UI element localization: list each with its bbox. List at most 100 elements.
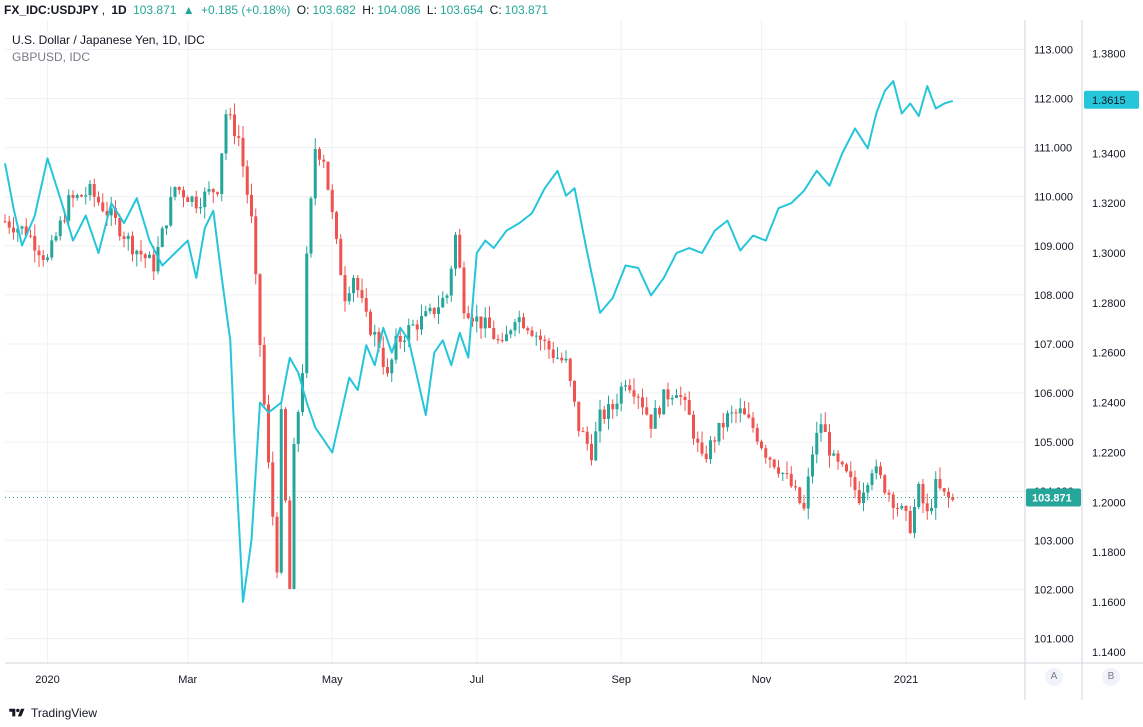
candle-body bbox=[46, 257, 49, 260]
candle-body bbox=[658, 407, 661, 415]
candle-body bbox=[951, 497, 955, 500]
open-label: O: bbox=[296, 3, 310, 17]
usdjpy-axis-tick-label: 101.000 bbox=[1034, 633, 1074, 645]
candle-body bbox=[492, 328, 496, 340]
candle-body bbox=[313, 149, 317, 199]
candle-body bbox=[173, 186, 177, 197]
candle-body bbox=[475, 316, 479, 322]
candle-body bbox=[241, 137, 245, 167]
candle-body bbox=[41, 255, 45, 260]
candle-body bbox=[505, 334, 508, 342]
interval[interactable]: 1D bbox=[111, 3, 127, 17]
candle-body bbox=[330, 189, 334, 213]
candle-body bbox=[169, 196, 173, 226]
gbpusd-axis-tick-label: 1.1400 bbox=[1092, 647, 1126, 659]
candle-body bbox=[211, 189, 215, 193]
candle-body bbox=[564, 358, 568, 361]
candle-body bbox=[275, 516, 279, 573]
candle-body bbox=[445, 295, 449, 298]
candle-body bbox=[199, 207, 202, 209]
candle-body bbox=[726, 413, 729, 428]
candle-body bbox=[581, 431, 585, 433]
x-axis-tick-label: 2021 bbox=[894, 674, 918, 686]
candle-body bbox=[764, 448, 768, 458]
candle-body bbox=[675, 395, 678, 398]
candle-body bbox=[781, 473, 785, 475]
candle-body bbox=[539, 335, 542, 340]
candle-body bbox=[364, 298, 368, 312]
candle-body bbox=[717, 422, 721, 442]
candle-body bbox=[734, 412, 738, 414]
candle-body bbox=[607, 404, 610, 419]
candle-body bbox=[220, 153, 224, 195]
gbpusd-axis-tick-label: 1.3800 bbox=[1092, 49, 1126, 61]
candle-body bbox=[785, 473, 789, 475]
usdjpy-last-price-tag bbox=[1026, 488, 1081, 507]
candle-body bbox=[585, 431, 589, 444]
candle-body bbox=[700, 442, 704, 454]
candle-body bbox=[632, 390, 636, 397]
candle-body bbox=[352, 277, 355, 294]
candle-body bbox=[925, 503, 929, 512]
candle-body bbox=[109, 208, 113, 216]
up-arrow-icon: ▲ bbox=[182, 3, 195, 17]
candle-body bbox=[471, 318, 474, 322]
usdjpy-axis-tick-label: 109.000 bbox=[1034, 241, 1074, 253]
candle-body bbox=[568, 358, 572, 381]
usdjpy-axis-tick-label: 112.000 bbox=[1034, 94, 1073, 106]
candle-body bbox=[284, 409, 287, 501]
auto-scale-button[interactable]: A bbox=[1045, 668, 1063, 686]
candle-body bbox=[526, 328, 530, 331]
candle-body bbox=[679, 395, 683, 397]
overlay-series-label: GBPUSD, IDC bbox=[12, 50, 90, 64]
candle-body bbox=[866, 485, 870, 493]
candle-body bbox=[432, 307, 436, 314]
candle-body bbox=[891, 494, 895, 508]
price-axes[interactable]: 113.000 112.000 111.000 110.000 109.000 108.0… bbox=[5, 20, 1143, 700]
candle-body bbox=[54, 236, 58, 241]
candle-body bbox=[887, 492, 891, 495]
candle-body bbox=[619, 386, 623, 404]
candle-body bbox=[692, 414, 695, 439]
candle-body bbox=[301, 373, 304, 413]
secondary-scale-button[interactable]: B bbox=[1102, 668, 1120, 686]
candle-body bbox=[853, 477, 857, 491]
candle-body bbox=[207, 189, 211, 192]
usdjpy-axis-tick-label: 103.000 bbox=[1034, 535, 1074, 547]
candle-body bbox=[437, 307, 440, 314]
candle-body bbox=[369, 311, 372, 335]
low-label: L: bbox=[426, 3, 437, 17]
candle-body bbox=[806, 476, 810, 509]
symbol-separator-comma: , bbox=[101, 3, 106, 17]
candle-body bbox=[126, 235, 130, 239]
candle-body bbox=[33, 235, 37, 251]
candle-body bbox=[92, 183, 96, 197]
gbpusd-axis-tick-label: 1.3200 bbox=[1092, 198, 1126, 210]
gbpusd-axis-tick-label: 1.2000 bbox=[1092, 497, 1126, 509]
usdjpy-axis-tick-label: 111.000 bbox=[1034, 143, 1072, 155]
candle-body bbox=[58, 220, 62, 237]
candle-body bbox=[386, 366, 389, 374]
candle-body bbox=[921, 483, 925, 504]
gbpusd-axis-tick-label: 1.1600 bbox=[1092, 597, 1126, 609]
candle-body bbox=[271, 462, 275, 517]
usdjpy-axis-tick-label: 102.000 bbox=[1034, 584, 1074, 596]
tradingview-branding[interactable]: TradingView bbox=[8, 703, 97, 723]
candle-body bbox=[67, 195, 71, 221]
candle-body bbox=[24, 226, 28, 236]
candle-body bbox=[870, 473, 874, 486]
candle-body bbox=[738, 408, 742, 414]
candle-body bbox=[938, 478, 942, 489]
price-chart[interactable]: 113.000 112.000 111.000 110.000 109.000 108.0… bbox=[0, 20, 1143, 700]
candle-body bbox=[789, 473, 793, 487]
candle-body bbox=[356, 277, 360, 291]
symbol-name[interactable]: FX_IDC:USDJPY bbox=[4, 3, 99, 17]
x-axis-tick-label: Sep bbox=[611, 674, 631, 686]
candle-body bbox=[160, 228, 164, 247]
candle-body bbox=[63, 220, 66, 222]
candle-body bbox=[479, 316, 483, 329]
candle-body bbox=[798, 487, 802, 503]
candle-body bbox=[802, 502, 806, 509]
candle-body bbox=[97, 196, 100, 203]
candle-body bbox=[288, 500, 292, 589]
